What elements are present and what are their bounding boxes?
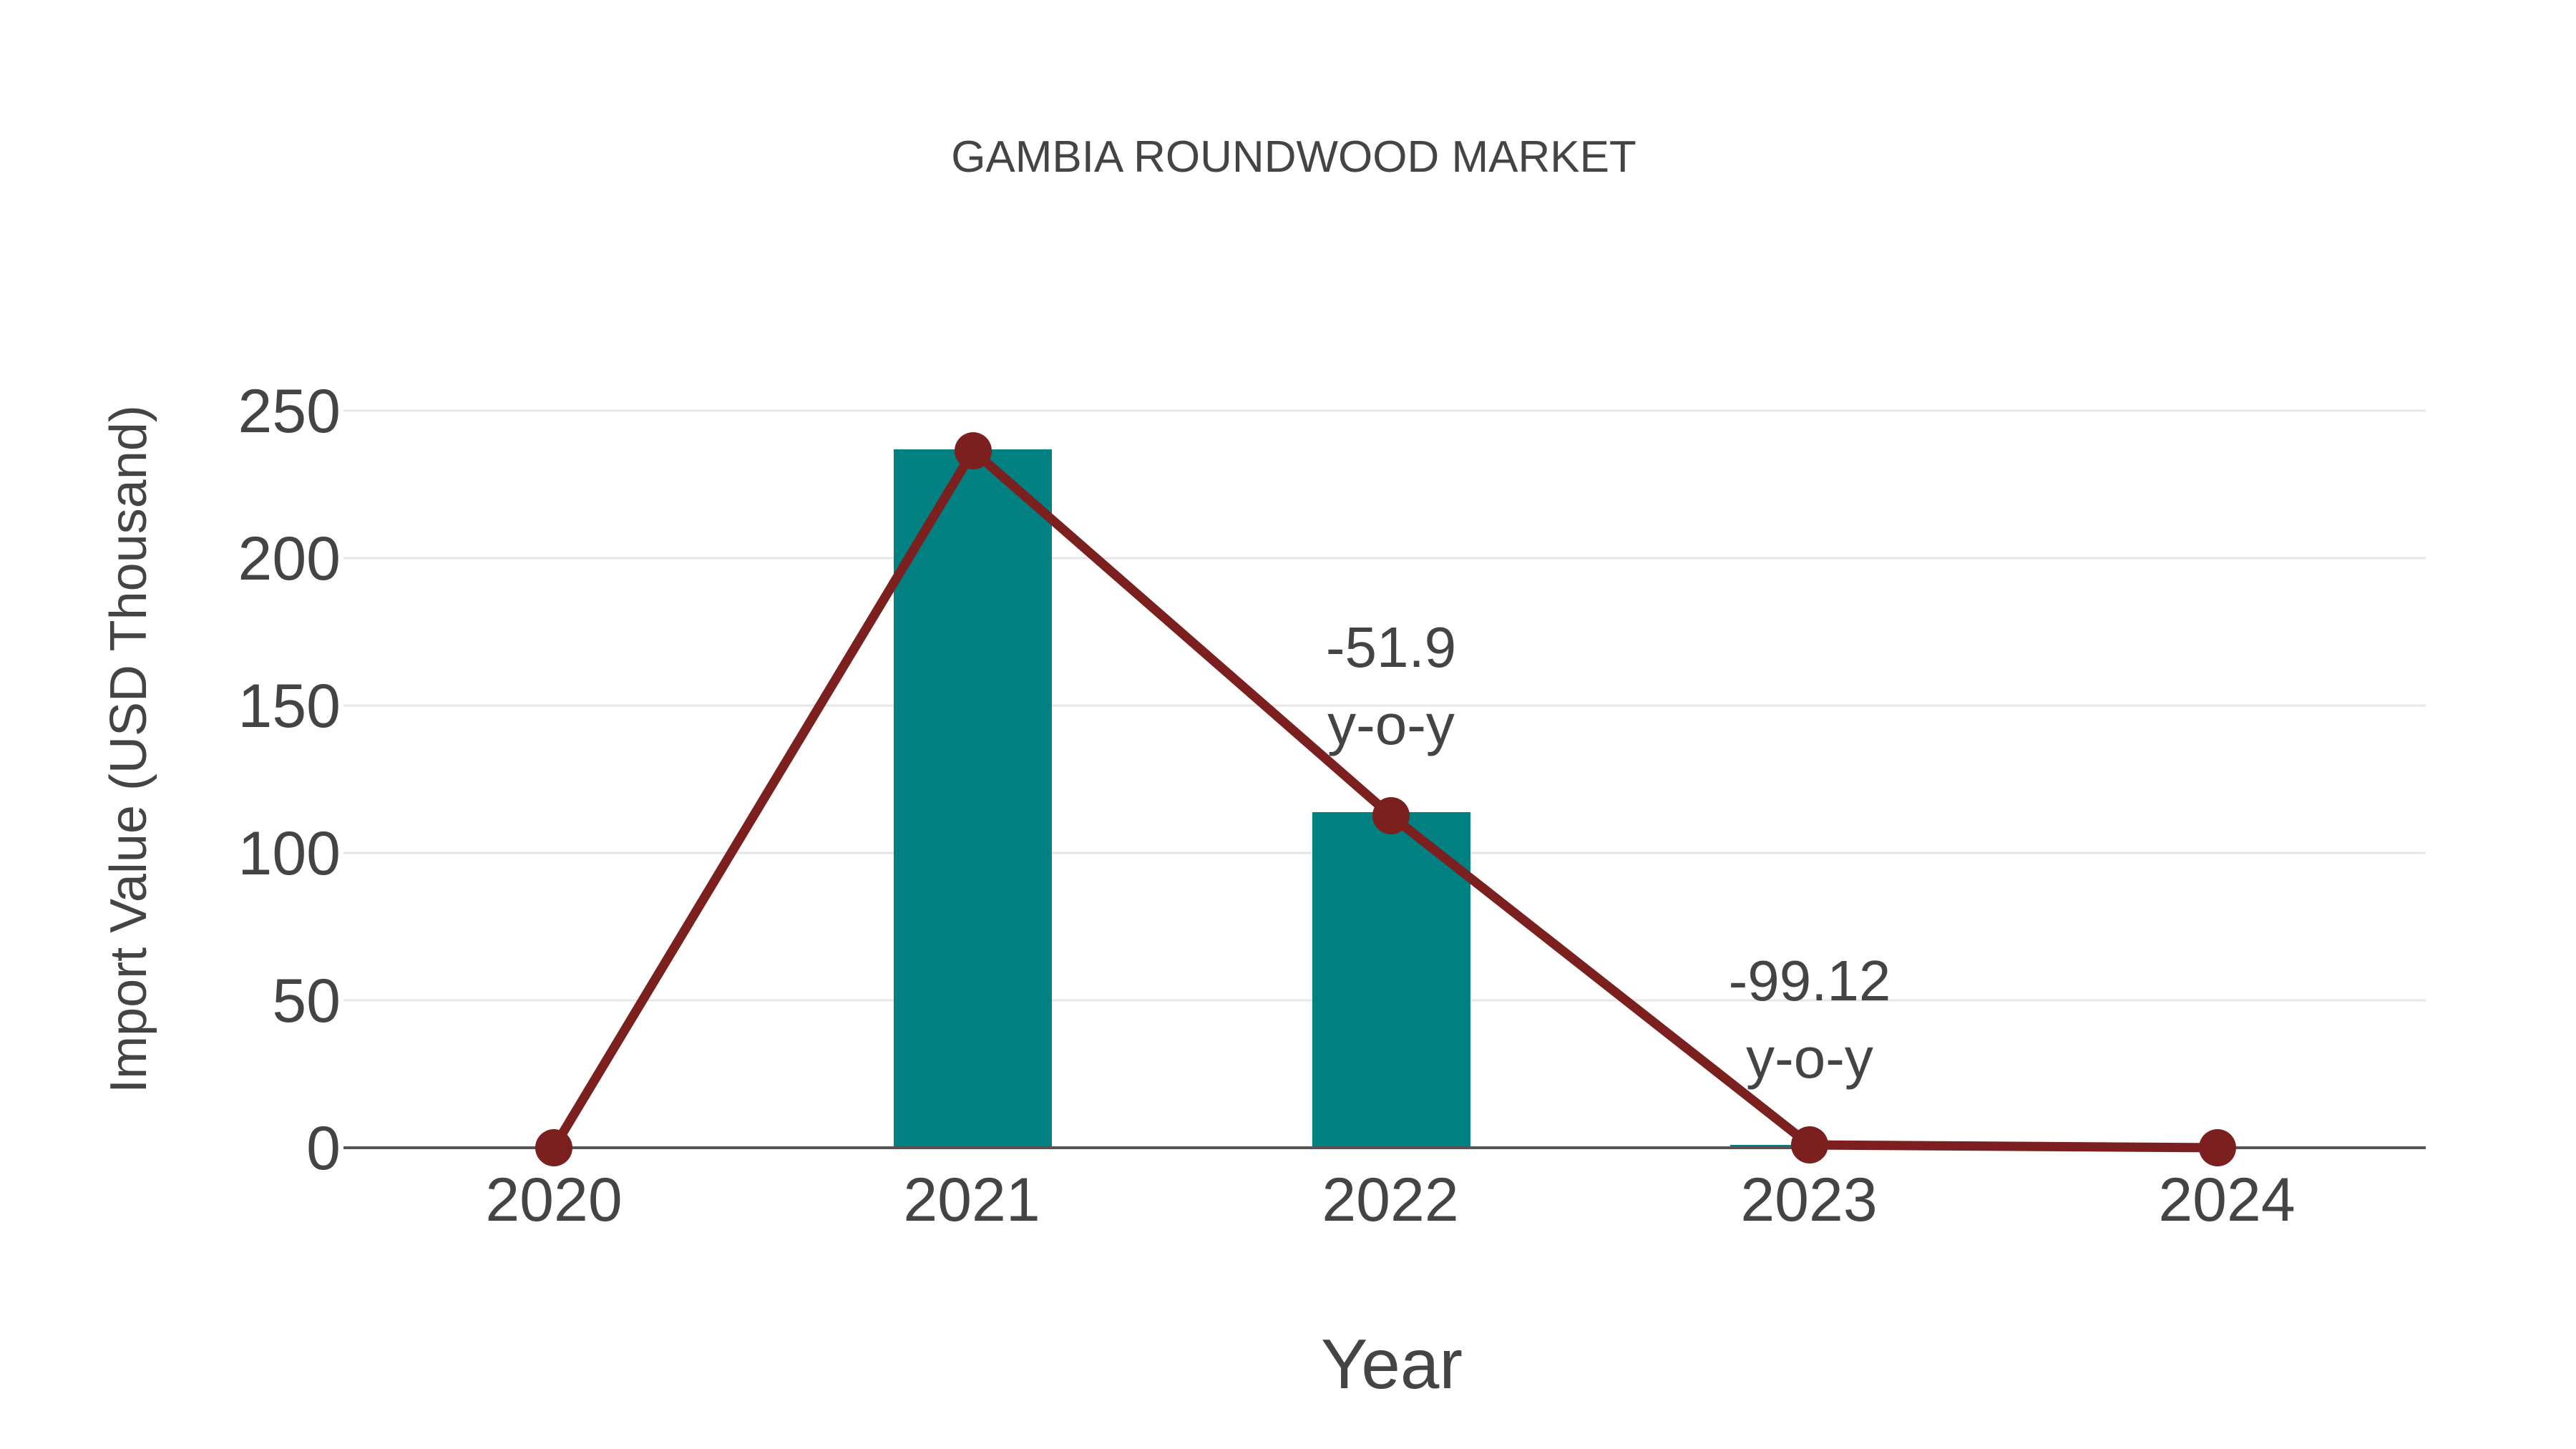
annotation-2022: -51.9 y-o-y	[1326, 615, 1456, 756]
marker-2022[interactable]	[1372, 797, 1410, 834]
line-markers	[535, 432, 2236, 1166]
y-tick-250: 250	[238, 377, 341, 446]
y-axis-ticks: 250 200 150 100 50 0	[238, 377, 341, 1183]
marker-2020[interactable]	[535, 1129, 572, 1166]
chart-title: GAMBIA ROUNDWOOD MARKET	[951, 132, 1636, 182]
annotation-2023-suffix: y-o-y	[1746, 1026, 1873, 1090]
y-tick-200: 200	[238, 525, 341, 593]
y-tick-50: 50	[272, 967, 341, 1035]
annotation-2023-value: -99.12	[1729, 949, 1891, 1013]
x-tick-2023: 2023	[1740, 1166, 1877, 1234]
x-tick-2021: 2021	[903, 1166, 1040, 1234]
bar-2022[interactable]	[1312, 812, 1470, 1148]
x-tick-2022: 2022	[1322, 1166, 1458, 1234]
annotation-2022-value: -51.9	[1326, 615, 1456, 679]
bars	[894, 449, 1888, 1148]
y-axis-title: Import Value (USD Thousand)	[100, 405, 157, 1093]
annotation-2023: -99.12 y-o-y	[1729, 949, 1891, 1090]
x-tick-2024: 2024	[2158, 1166, 2295, 1234]
x-axis-title: Year	[1321, 1324, 1463, 1403]
bar-2021[interactable]	[894, 449, 1052, 1148]
x-axis-ticks: 2020 2021 2022 2023 2024	[485, 1166, 2295, 1234]
x-tick-2020: 2020	[485, 1166, 622, 1234]
marker-2021[interactable]	[955, 432, 992, 469]
y-tick-0: 0	[306, 1114, 341, 1183]
marker-2024[interactable]	[2199, 1129, 2236, 1166]
y-tick-150: 150	[238, 672, 341, 741]
marker-2023[interactable]	[1791, 1126, 1828, 1163]
y-tick-100: 100	[238, 819, 341, 888]
annotation-2022-suffix: y-o-y	[1327, 693, 1455, 756]
